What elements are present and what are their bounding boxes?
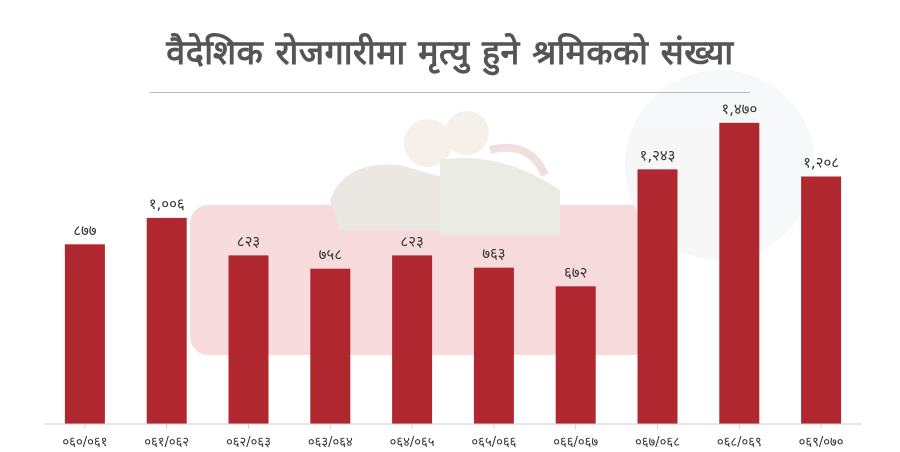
x-tick-label-7: ०६७/०६८ bbox=[635, 435, 680, 450]
bar-value-label-8: १,४७० bbox=[721, 100, 757, 118]
x-tick-label-4: ०६४/०६५ bbox=[390, 435, 435, 450]
bar-value-label-9: १,२०८ bbox=[803, 154, 839, 172]
bar-value-label-4: ८२३ bbox=[400, 232, 423, 250]
x-tick-label-2: ०६२/०६३ bbox=[226, 435, 271, 450]
bar-4 bbox=[392, 255, 433, 424]
bar-7 bbox=[637, 169, 678, 424]
title-divider bbox=[150, 92, 750, 93]
bar-0 bbox=[64, 244, 105, 424]
x-tick-label-5: ०६५/०६६ bbox=[471, 435, 516, 450]
bar-5 bbox=[473, 267, 514, 424]
bar-value-label-2: ८२३ bbox=[237, 232, 260, 250]
x-tick-label-1: ०६१/०६२ bbox=[144, 435, 189, 450]
bars-layer: ८७७ १,००६ ८२३ ७५८ ८२३ ७६३ ६७२ १,२४३ १,४७० १,२०८ bbox=[64, 100, 842, 424]
bar-value-label-6: ६७२ bbox=[564, 263, 587, 281]
chart-title: वैदेशिक रोजगारीमा मृत्यु हुने श्रमिकको स… bbox=[166, 33, 734, 73]
x-tick-label-8: ०६८/०६९ bbox=[717, 435, 762, 450]
x-axis-ticks: ०६०/०६१ ०६१/०६२ ०६२/०६३ ०६३/०६४ ०६४/०६५ ०६५/०… bbox=[62, 424, 844, 450]
bar-6 bbox=[555, 286, 596, 424]
x-tick-label-9: ०६९/०७० bbox=[799, 435, 844, 450]
bar-8 bbox=[719, 122, 760, 424]
bar-value-label-3: ७५८ bbox=[319, 246, 342, 264]
bar-value-label-5: ७६३ bbox=[482, 245, 505, 263]
bar-1 bbox=[146, 217, 187, 424]
bar-value-label-7: १,२४३ bbox=[640, 146, 676, 164]
bar-9 bbox=[801, 176, 842, 424]
x-tick-label-0: ०६०/०६१ bbox=[62, 435, 107, 450]
bar-value-label-0: ८७७ bbox=[73, 221, 97, 239]
x-tick-label-3: ०६३/०६४ bbox=[308, 435, 353, 450]
bar-value-label-1: १,००६ bbox=[149, 195, 185, 213]
bar-3 bbox=[310, 268, 351, 424]
bar-2 bbox=[228, 255, 269, 424]
x-tick-label-6: ०६६/०६७ bbox=[553, 435, 598, 450]
